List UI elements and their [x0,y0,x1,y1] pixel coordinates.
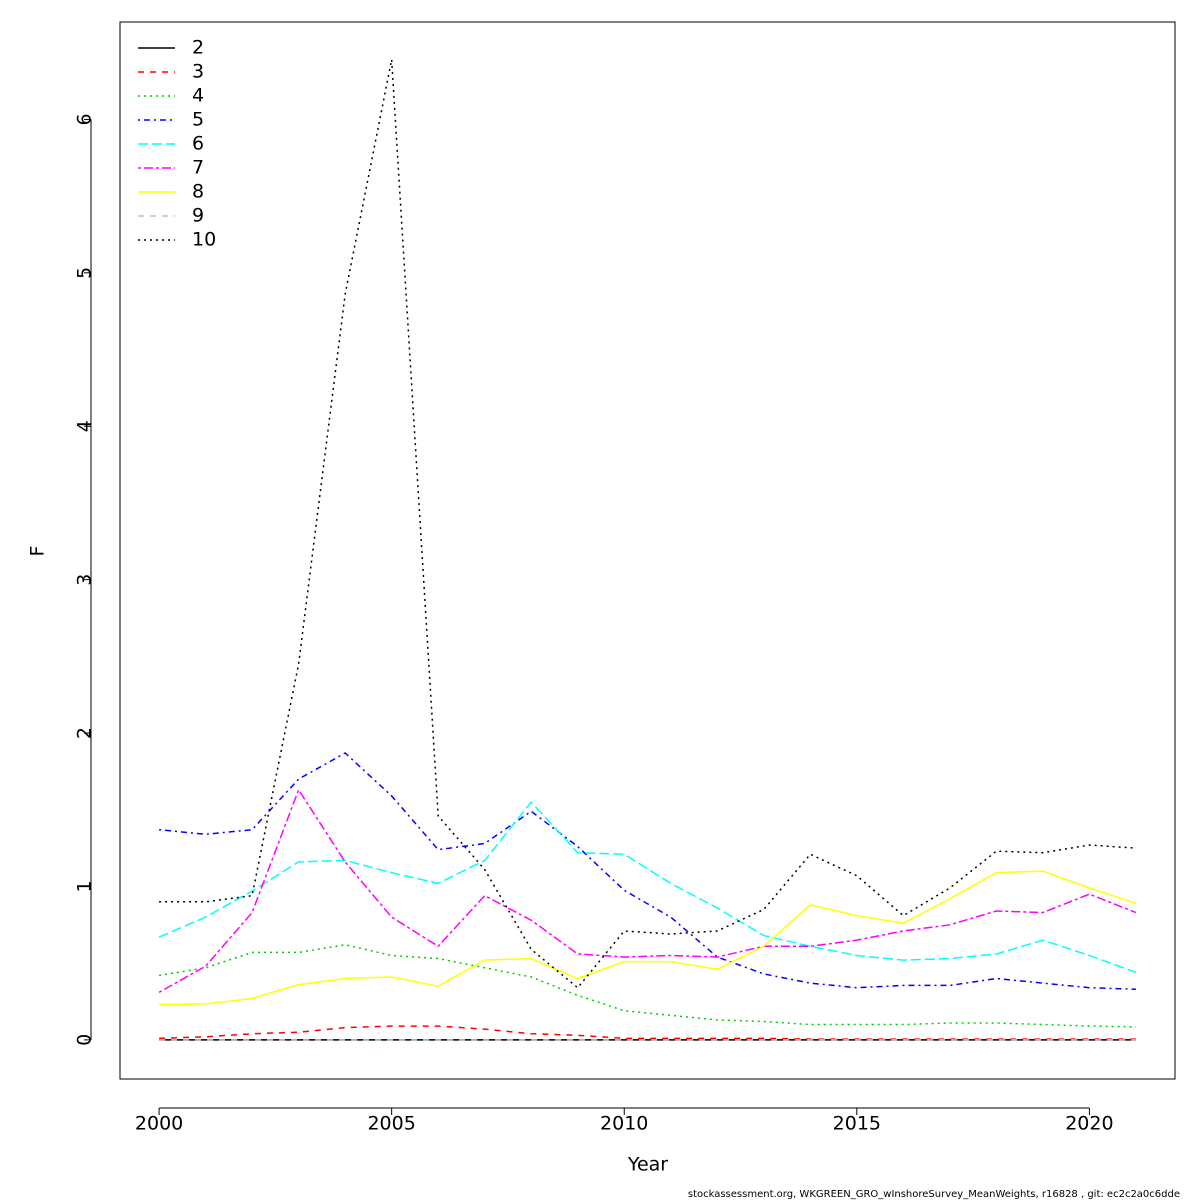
series-line [159,870,1137,1006]
series-line [158,944,1136,1028]
x-tick-label: 2005 [367,1113,415,1135]
y-tick-label: 0 [74,1034,96,1046]
x-tick-label: 2000 [135,1113,183,1135]
series-line [158,800,1137,974]
y-tick-label: 6 [74,113,96,125]
series-line [158,788,1137,993]
legend-label: 2 [192,37,204,59]
series-line [159,59,1136,989]
y-tick-label: 1 [74,880,96,892]
legend-label: 7 [192,157,204,179]
footnote: stockassessment.org, WKGREEN_GRO_wInshor… [688,1189,1180,1200]
legend-label: 4 [192,85,204,107]
series-line [159,752,1136,991]
legend-label: 6 [192,133,204,155]
plot-frame [119,21,1176,1080]
y-axis-label: F [27,546,49,557]
legend-label: 8 [192,181,204,203]
y-tick-label: 3 [74,574,96,586]
y-tick-label: 4 [74,420,96,432]
series-line [159,1025,1136,1040]
legend-label: 9 [192,205,204,227]
x-axis-label: Year [627,1154,668,1176]
y-tick-label: 5 [74,267,96,279]
x-tick-label: 2020 [1065,1113,1113,1135]
x-tick-label: 2010 [600,1113,648,1135]
legend-label: 10 [192,229,216,251]
legend-label: 5 [192,109,204,131]
y-tick-label: 2 [74,727,96,739]
x-tick-label: 2015 [833,1113,881,1135]
legend-label: 3 [192,61,204,83]
